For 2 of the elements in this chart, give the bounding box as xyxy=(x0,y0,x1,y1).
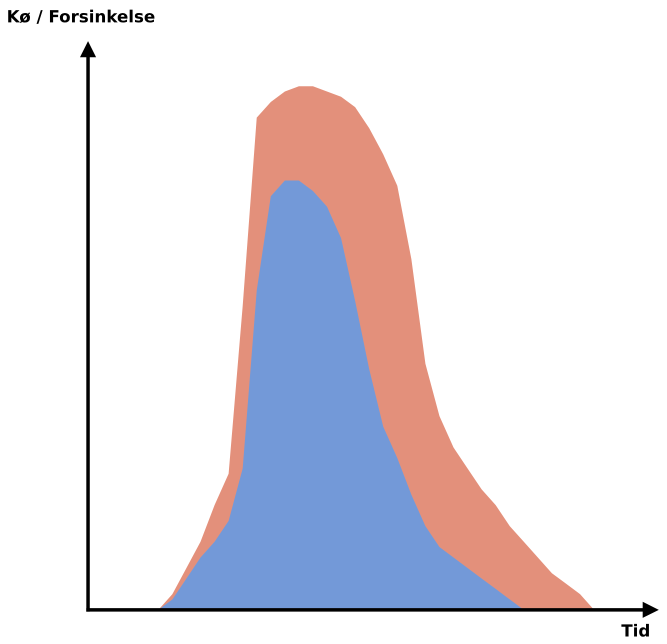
x-axis-title: Tid xyxy=(621,624,649,637)
y-axis-title: Kø / Forsinkelse xyxy=(8,10,154,24)
